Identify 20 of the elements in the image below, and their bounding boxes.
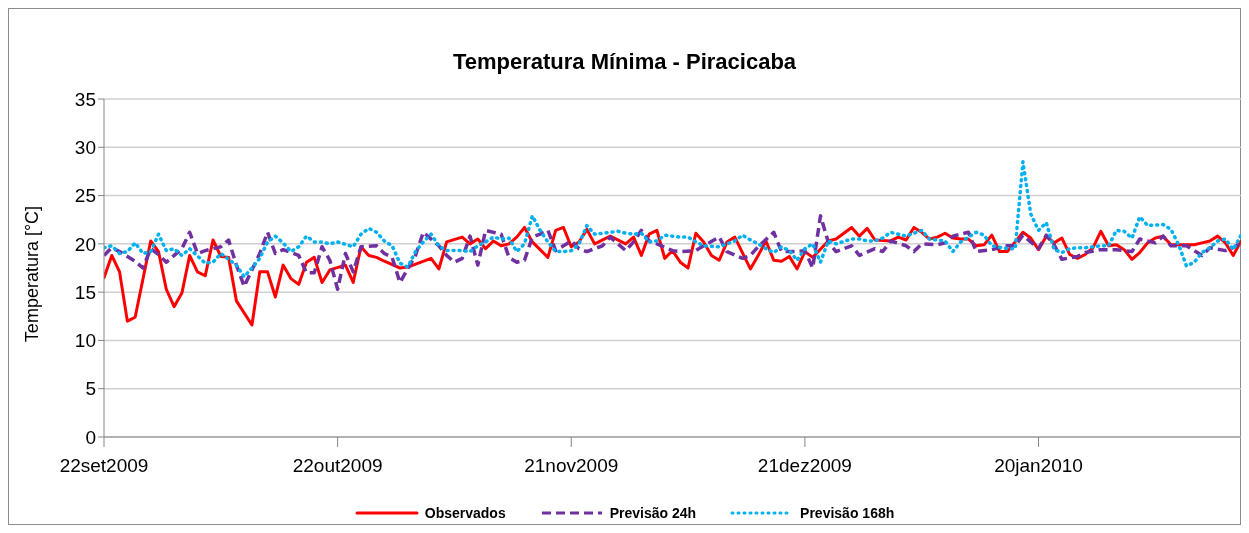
line-series xyxy=(104,160,1241,279)
line-series xyxy=(104,214,1241,291)
x-tick-label: 22set2009 xyxy=(59,455,149,477)
legend-label: Previsão 24h xyxy=(609,505,697,521)
y-tick-label: 30 xyxy=(74,137,96,159)
y-tick-label: 5 xyxy=(85,378,96,400)
y-tick-label: 35 xyxy=(74,88,96,110)
y-tick-label: 0 xyxy=(85,426,96,448)
legend-label: Previsão 168h xyxy=(800,505,895,521)
x-tick-label: 20jan2010 xyxy=(994,455,1083,477)
y-axis-title: Temperatura [°C] xyxy=(21,205,43,343)
y-tick-label: 25 xyxy=(74,185,96,207)
y-tick-label: 10 xyxy=(74,330,96,352)
x-tick-label: 21dez2009 xyxy=(757,455,852,477)
x-tick-label: 21nov2009 xyxy=(524,455,619,477)
legend-label: Observados xyxy=(424,505,506,521)
x-tick-label: 22out2009 xyxy=(292,455,383,477)
y-tick-label: 15 xyxy=(74,281,96,303)
y-tick-label: 20 xyxy=(74,233,96,255)
chart-title: Temperatura Mínima - Piracicaba xyxy=(451,48,798,75)
